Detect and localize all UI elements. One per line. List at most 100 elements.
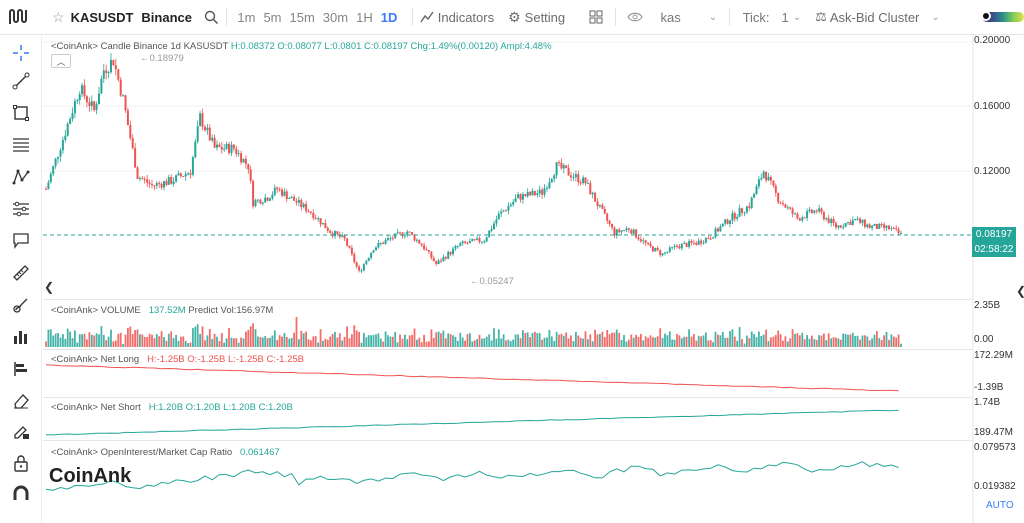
candle-body <box>782 203 784 205</box>
eraser-icon[interactable] <box>9 389 33 413</box>
candle-body <box>541 189 544 195</box>
volume-bar <box>770 337 772 347</box>
volume-bar <box>835 337 837 347</box>
volume-bar <box>673 339 676 347</box>
pane-divider[interactable] <box>43 397 973 398</box>
volume-bar <box>892 336 895 347</box>
candle-body <box>627 228 630 230</box>
parallel-channel-icon[interactable] <box>9 197 33 221</box>
auto-scale-button[interactable]: AUTO <box>986 500 1014 511</box>
favorite-star-icon[interactable]: ☆ <box>52 8 65 25</box>
candle-body <box>818 208 821 212</box>
exchange-name[interactable]: Binance <box>141 9 192 25</box>
volume-bar <box>233 338 235 347</box>
candle-body <box>524 194 527 197</box>
bar-chart-icon[interactable] <box>9 325 33 349</box>
pattern-icon[interactable] <box>9 165 33 189</box>
brush-icon[interactable] <box>9 293 33 317</box>
candle-body <box>861 219 864 223</box>
volume-bar <box>57 333 59 347</box>
volume-bar <box>432 337 435 347</box>
pane-divider[interactable] <box>43 349 973 350</box>
volume-bar <box>74 330 76 347</box>
trend-line-icon[interactable] <box>9 69 33 93</box>
grid-layout-icon[interactable] <box>589 10 603 24</box>
lock-pen-icon[interactable] <box>9 419 33 443</box>
candle-body <box>317 218 320 220</box>
chart-canvas[interactable] <box>43 35 1024 523</box>
volume-bar <box>107 336 110 347</box>
volume-bar <box>594 329 596 347</box>
candle-body <box>78 94 81 101</box>
timeframe-1d[interactable]: 1D <box>380 9 398 25</box>
candle-body <box>54 158 57 166</box>
search-icon[interactable] <box>204 10 219 25</box>
compare-search-value[interactable]: kas <box>660 9 681 25</box>
volume-bar <box>83 333 86 347</box>
volume-bar <box>343 336 346 347</box>
volume-bar <box>363 333 365 347</box>
volume-bar <box>208 329 211 347</box>
setting-button[interactable]: ⚙ Setting <box>508 9 565 26</box>
callout-icon[interactable] <box>9 229 33 253</box>
candle-body <box>189 173 192 175</box>
indicators-button[interactable]: Indicators <box>420 10 494 25</box>
pane-divider[interactable] <box>43 299 973 300</box>
candle-body <box>346 238 349 246</box>
timeframe-1m[interactable]: 1m <box>237 9 256 25</box>
candle-body <box>570 175 572 178</box>
lock-icon[interactable] <box>9 451 33 475</box>
ask-bid-cluster-chevron-icon[interactable]: ⌄ <box>931 11 940 23</box>
timeframe-15m[interactable]: 15m <box>289 9 315 25</box>
crosshair-icon[interactable] <box>9 41 33 65</box>
collapse-legend-button[interactable]: ︿ <box>51 54 71 68</box>
candle-body <box>856 218 859 220</box>
volume-bar <box>854 336 857 347</box>
fib-lines-icon[interactable] <box>9 133 33 157</box>
volume-profile-icon[interactable] <box>9 357 33 381</box>
rectangle-icon[interactable] <box>9 101 33 125</box>
tick-value[interactable]: 1 <box>781 9 789 25</box>
timeframe-1h[interactable]: 1H <box>356 9 373 25</box>
ask-bid-cluster-button[interactable]: ⚖ Ask-Bid Cluster <box>815 9 919 25</box>
ruler-icon[interactable] <box>9 261 33 285</box>
candle-body <box>495 219 498 224</box>
volume-bar <box>269 337 271 347</box>
timeframe-30m[interactable]: 30m <box>322 9 349 25</box>
slider-handle[interactable] <box>980 11 991 21</box>
heatmap-gradient-slider[interactable] <box>980 11 1024 22</box>
expand-right-icon[interactable]: ❮ <box>1016 284 1024 298</box>
compare-icon[interactable] <box>626 10 643 24</box>
volume-bar <box>736 340 739 347</box>
candle-body <box>206 127 209 131</box>
volume-bar <box>117 333 120 347</box>
coinank-logo-icon[interactable] <box>8 8 30 26</box>
volume-bar <box>813 339 816 347</box>
candle-body <box>880 224 883 225</box>
candle-body <box>526 192 529 197</box>
candle-body <box>107 72 110 74</box>
timeframe-5m[interactable]: 5m <box>263 9 282 25</box>
candle-body <box>683 243 686 245</box>
magnet-icon[interactable] <box>9 481 33 505</box>
candle-body <box>690 241 693 243</box>
volume-bar <box>861 335 864 347</box>
candle-body <box>208 127 211 141</box>
volume-bar <box>167 333 170 347</box>
pane-divider[interactable] <box>43 440 973 441</box>
collapse-sidebar-icon[interactable]: ❮ <box>44 280 55 294</box>
candle-body <box>444 257 447 259</box>
chart-area[interactable]: <CoinAnk> Candle Binance 1d KASUSDT H:0.… <box>43 35 1024 523</box>
volume-bar <box>245 331 247 347</box>
volume-bar <box>285 337 288 347</box>
candle-body <box>466 242 469 244</box>
candle-body <box>360 270 363 272</box>
candle-body <box>714 228 717 238</box>
chevron-down-icon[interactable]: ⌄ <box>708 11 718 23</box>
symbol-name[interactable]: KASUSDT <box>70 9 134 25</box>
candle-body <box>305 204 308 212</box>
volume-bar <box>165 340 168 347</box>
candle-body <box>712 237 715 239</box>
volume-bar <box>129 326 132 347</box>
tick-chevron-icon[interactable]: ⌄ <box>792 11 802 23</box>
